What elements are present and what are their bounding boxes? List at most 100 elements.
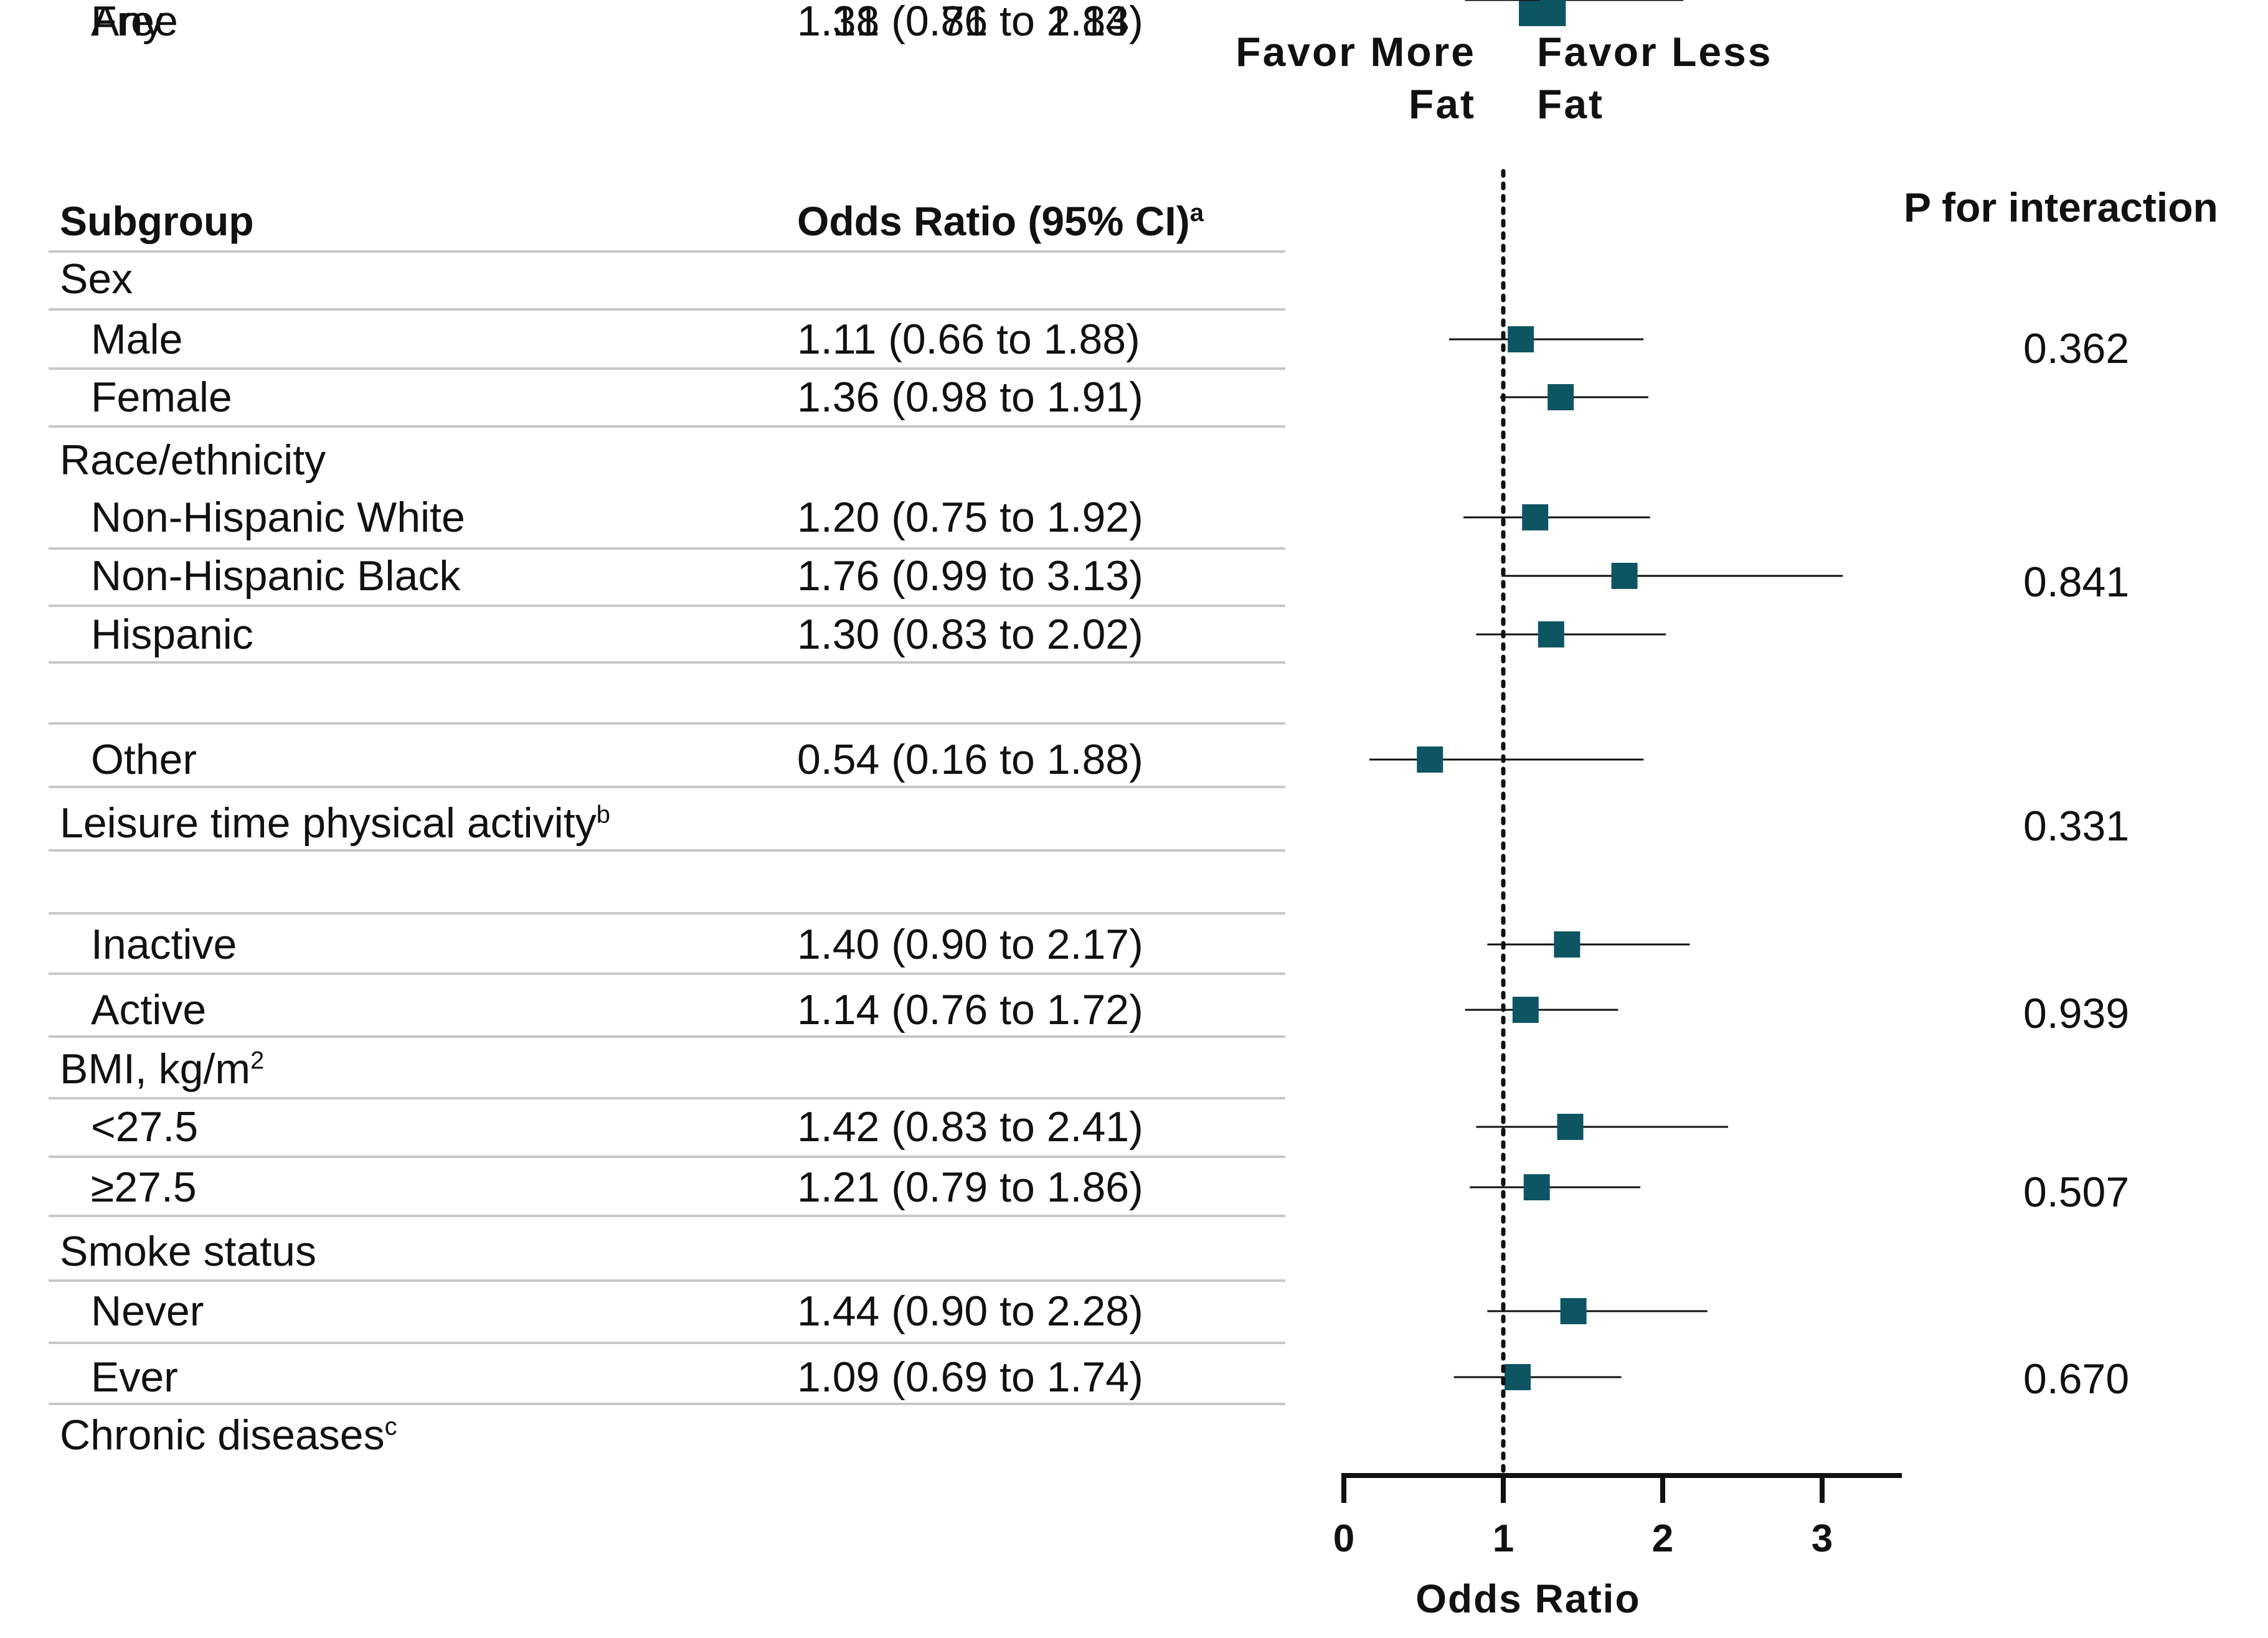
row-label-text: Chronic diseases (60, 1411, 385, 1459)
estimate-marker (1547, 384, 1574, 410)
x-tick-label: 2 (1652, 1517, 1673, 1560)
group-label: BMI, kg/m2 (60, 1048, 264, 1090)
table-row-divider (49, 912, 1285, 915)
odds-ratio-ci-value: 1.21 (0.79 to 1.86) (797, 1164, 1143, 1211)
row-label-text: ≥27.5 (91, 1164, 197, 1211)
p-interaction-value: 0.841 (2023, 558, 2130, 606)
row-label-sup: b (596, 801, 610, 829)
row-label-sup: 2 (250, 1047, 265, 1075)
row-label-text: Race/ethnicity (60, 436, 326, 484)
table-row-divider (49, 849, 1285, 852)
row-label-text: Any (91, 0, 164, 45)
odds-ratio-ci-value: 1.20 (0.75 to 1.92) (797, 494, 1143, 541)
row-label-text: BMI, kg/m (60, 1045, 251, 1093)
table-row-divider (49, 605, 1285, 607)
odds-ratio-ci-value: 1.40 (0.90 to 2.17) (797, 921, 1143, 968)
table-row-divider (49, 367, 1285, 370)
subgroup-label: Never (91, 1290, 204, 1332)
row-label-text: Ever (91, 1353, 178, 1401)
row-label-text: Male (91, 316, 183, 363)
favor-less-fat-line2: Fat (1537, 81, 1604, 127)
subgroup-label: Any (91, 0, 164, 42)
estimate-marker (1417, 746, 1443, 773)
row-label-text: Sex (60, 255, 133, 303)
table-row-divider (49, 1342, 1285, 1344)
row-label-text: Free (91, 0, 178, 45)
odds-ratio-ci-value: 1.44 (0.90 to 2.28) (797, 1287, 1143, 1335)
odds-ratio-ci-value: 1.11 (0.66 to 1.88) (797, 316, 1140, 363)
table-row-divider (49, 1097, 1285, 1099)
odds-ratio-ci-value: 1.14 (0.76 to 1.72) (797, 986, 1143, 1033)
estimate-marker (1508, 326, 1534, 352)
subgroup-label: Female (91, 376, 232, 418)
group-label: Leisure time physical activityb (60, 802, 610, 844)
x-tick-label: 1 (1493, 1517, 1514, 1560)
subgroup-label: Ever (91, 1356, 178, 1398)
favor-more-fat-line2: Fat (1409, 81, 1476, 127)
table-row-divider (49, 547, 1285, 550)
odds-ratio-ci-value: 1.09 (0.69 to 1.74) (797, 1353, 1143, 1401)
table-row-divider (49, 661, 1285, 664)
estimate-marker (1554, 931, 1581, 958)
row-label-text: Other (91, 736, 197, 783)
estimate-marker (1538, 621, 1564, 647)
table-row-divider (49, 1035, 1285, 1038)
table-row-divider (49, 425, 1285, 428)
estimate-marker (1557, 1114, 1584, 1140)
row-label-text: Inactive (91, 921, 237, 968)
p-interaction-value: 0.362 (2023, 325, 2130, 372)
subgroup-label: Non-Hispanic White (91, 496, 465, 539)
subgroup-label: Male (91, 318, 182, 360)
odds-ratio-ci-value: 0.54 (0.16 to 1.88) (797, 736, 1143, 783)
table-row-divider (49, 1215, 1285, 1217)
subgroup-header: Subgroup (60, 198, 254, 244)
row-label-text: Non-Hispanic White (91, 494, 465, 541)
odds-ratio-ci-value: 1.18 (0.76 to 1.84) (797, 0, 1143, 45)
estimate-marker (1560, 1298, 1587, 1324)
row-label-text: Smoke status (60, 1228, 316, 1275)
row-label-text: Leisure time physical activity (60, 799, 597, 847)
estimate-marker (1522, 504, 1549, 530)
p-interaction-value: 0.939 (2023, 990, 2130, 1037)
odds-ratio-ci-value: 1.76 (0.99 to 3.13) (797, 552, 1143, 600)
estimate-marker (1512, 997, 1539, 1023)
group-label: Race/ethnicity (60, 439, 326, 481)
subgroup-label: Hispanic (91, 613, 253, 656)
table-row-divider (49, 1156, 1285, 1158)
row-label-text: Female (91, 374, 232, 421)
group-label: Chronic diseasesc (60, 1414, 397, 1456)
p-interaction-header: P for interaction (1904, 184, 2218, 230)
x-tick-label: 3 (1812, 1517, 1833, 1560)
subgroup-label: Other (91, 738, 197, 781)
table-row-divider (49, 1403, 1285, 1405)
subgroup-label: <27.5 (91, 1106, 198, 1148)
table-row-divider (49, 722, 1285, 725)
odds-ratio-header-text: Odds Ratio (95% CI) (797, 198, 1190, 244)
p-interaction-value: 0.507 (2023, 1169, 2130, 1216)
subgroup-label: Free (91, 0, 178, 42)
table-row-divider (49, 1279, 1285, 1282)
estimate-marker (1611, 563, 1638, 589)
estimate-marker (1539, 0, 1566, 26)
row-label-text: Hispanic (91, 611, 253, 658)
odds-ratio-ci-value: 1.31 (0.81 to 2.13) (797, 0, 1143, 45)
x-tick-label: 0 (1333, 1517, 1354, 1560)
subgroup-label: ≥27.5 (91, 1166, 197, 1208)
p-interaction-value: 0.670 (2023, 1355, 2130, 1403)
odds-ratio-header: Odds Ratio (95% CI)a (797, 200, 1204, 242)
table-row-divider (49, 308, 1285, 311)
row-label-text: <27.5 (91, 1103, 199, 1151)
odds-ratio-ci-value: 1.36 (0.98 to 1.91) (797, 374, 1143, 421)
subgroup-label: Inactive (91, 923, 237, 966)
table-row-divider (49, 786, 1285, 788)
odds-ratio-ci-value: 1.30 (0.83 to 2.02) (797, 611, 1143, 658)
x-axis-title: Odds Ratio (1415, 1576, 1640, 1621)
group-label: Sex (60, 258, 133, 300)
table-row-divider (49, 972, 1285, 975)
estimate-marker (1523, 1174, 1550, 1200)
subgroup-label: Active (91, 989, 206, 1031)
estimate-marker (1505, 1364, 1531, 1390)
odds-ratio-header-sup: a (1189, 199, 1204, 227)
